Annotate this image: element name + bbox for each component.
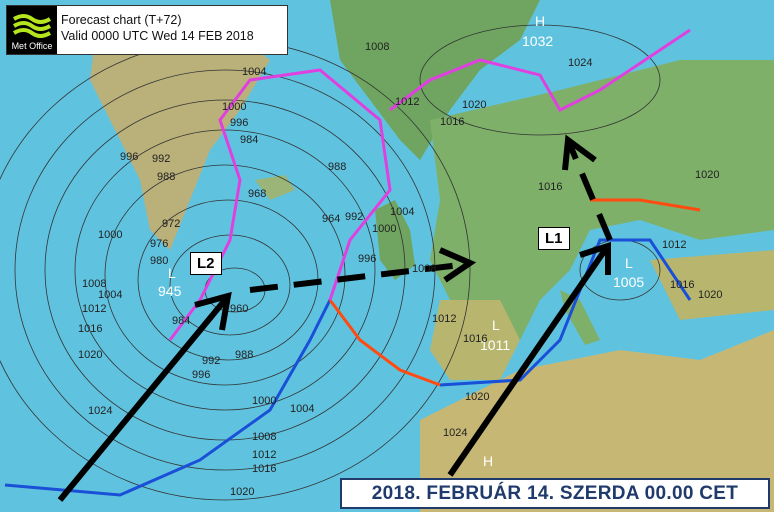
isobar-label: 1024 — [568, 57, 592, 69]
isobar-label: 996 — [230, 117, 248, 129]
valid-time: Valid 0000 UTC Wed 14 FEB 2018 — [61, 29, 254, 43]
logo-text: Met Office — [11, 41, 53, 51]
scandinavia — [330, 0, 540, 160]
isobar-label: 1008 — [365, 41, 389, 53]
isobar-labels: 1024102010121016100810041000996992988984… — [78, 41, 722, 498]
isobar-label: 1004 — [390, 206, 414, 218]
isobar-label: 976 — [150, 238, 168, 250]
isobar-label: 988 — [157, 171, 175, 183]
svg-text:L: L — [168, 265, 176, 281]
isobar-label: 1000 — [252, 395, 276, 407]
svg-text:L: L — [625, 255, 633, 271]
low-1011: 1011 — [480, 337, 510, 353]
isobar-label: 988 — [235, 349, 253, 361]
svg-text:H: H — [483, 453, 493, 469]
isobar-label: 1020 — [698, 289, 722, 301]
isobar-label: 1004 — [98, 289, 122, 301]
low-label-l2: L2 — [190, 252, 222, 275]
isobar-label: 1016 — [463, 333, 487, 345]
svg-text:L: L — [492, 317, 500, 333]
isobar-label: 992 — [345, 211, 363, 223]
iceland — [255, 175, 295, 200]
high-1032: 1032 — [522, 33, 553, 49]
isobar-label: 1012 — [395, 96, 419, 108]
isobar-label: 964 — [322, 213, 340, 225]
isobar-label: 1016 — [78, 323, 102, 335]
low-1005: 1005 — [613, 274, 644, 290]
north-africa — [420, 330, 774, 512]
warm-front-east — [590, 198, 701, 212]
isobar-label: 992 — [152, 153, 170, 165]
isobar-label: 1016 — [670, 279, 694, 291]
isobar-label: 1012 — [432, 313, 456, 325]
isobar-label: 1004 — [242, 66, 266, 78]
isobar-label: 1000 — [98, 229, 122, 241]
isobar-label: 996 — [358, 253, 376, 265]
isobar-label: 1008 — [82, 278, 106, 290]
warm-front — [328, 299, 441, 387]
isobar-label: 1016 — [252, 463, 276, 475]
isobar-label: 1016 — [538, 181, 562, 193]
isobar-label: 1000 — [222, 101, 246, 113]
iberia — [430, 300, 520, 380]
chart-title: Forecast chart (T+72) — [61, 13, 182, 27]
isobar-label: 968 — [248, 188, 266, 200]
date-banner: 2018. FEBRUÁR 14. SZERDA 00.00 CET — [340, 478, 770, 509]
isobar-label: 1020 — [465, 391, 489, 403]
svg-text:H: H — [535, 13, 545, 29]
isobar-label: 960 — [230, 303, 248, 315]
isobar-label: 1012 — [82, 303, 106, 315]
greenland — [90, 30, 270, 250]
isobar-label: 1024 — [443, 427, 467, 439]
isobar-label: 1000 — [372, 223, 396, 235]
isobar-label: 1008 — [252, 431, 276, 443]
pressure-centres: H 1032 L 945 L 1011 L 1005 H — [158, 13, 644, 469]
arrow-l2-path — [57, 247, 477, 502]
europe — [430, 60, 774, 360]
low-label-l1: L1 — [538, 227, 570, 250]
isobar-label: 1024 — [88, 405, 112, 417]
chart-header: Met Office Forecast chart (T+72) Valid 0… — [6, 5, 288, 55]
isobar-label: 1004 — [290, 403, 314, 415]
low-945: 945 — [158, 283, 182, 299]
isobar-label: 972 — [162, 218, 180, 230]
isobar-label: 1008 — [412, 263, 436, 275]
isobar-label: 984 — [172, 315, 190, 327]
isobar-label: 992 — [202, 355, 220, 367]
met-office-logo: Met Office — [7, 6, 57, 54]
isobar-label: 996 — [120, 151, 138, 163]
isobar-label: 1020 — [695, 169, 719, 181]
isobar-label: 996 — [192, 369, 210, 381]
arrow-l1-path — [447, 134, 613, 477]
turkey — [650, 250, 774, 320]
occluded-front-north — [389, 28, 691, 112]
isobar-label: 1016 — [440, 116, 464, 128]
isobar-label: 1012 — [662, 239, 686, 251]
isobar-label: 1012 — [252, 449, 276, 461]
cold-front — [4, 299, 332, 497]
isobar-label: 1020 — [78, 349, 102, 361]
isobar-label: 984 — [240, 134, 258, 146]
isobar-label: 1020 — [230, 486, 254, 498]
isobar-label: 980 — [150, 255, 168, 267]
isobar-label: 988 — [328, 161, 346, 173]
isobar-label: 1020 — [462, 99, 486, 111]
